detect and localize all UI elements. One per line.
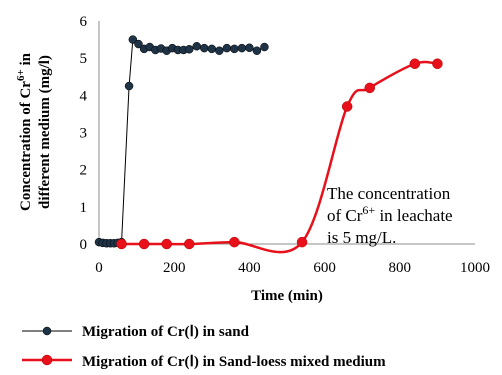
annotation: The concentration of Cr6+ in leachate is… xyxy=(327,184,453,247)
svg-text:Concentration of Cr6+ in: Concentration of Cr6+ in xyxy=(15,52,34,211)
data-point-sand xyxy=(260,42,269,52)
x-tick-label: 600 xyxy=(313,260,336,276)
ylabel-line2: different medium (mg/l) xyxy=(37,55,53,209)
y-tick-label: 3 xyxy=(80,126,88,142)
x-axis-title: Time (min) xyxy=(251,288,323,304)
data-point-sand xyxy=(134,39,143,49)
legend-marker-sand xyxy=(42,326,52,336)
series-line-sand xyxy=(98,38,265,244)
data-point-sand xyxy=(222,43,232,53)
data-point-sand xyxy=(207,44,217,54)
x-tick-label: 0 xyxy=(95,260,103,276)
y-axis-title: Concentration of Cr6+ in different mediu… xyxy=(15,52,53,211)
data-point-sand xyxy=(245,43,254,53)
legend-item-sand: Migration of Cr(Ⅰ) in sand xyxy=(22,324,250,340)
annotation-line2-sup: 6+ xyxy=(362,203,375,217)
annotation-line3: is 5 mg/L. xyxy=(327,228,396,247)
data-point-mixed xyxy=(161,238,172,250)
data-point-sand xyxy=(184,44,194,54)
x-tick-labels: 0 200 400 600 800 1000 xyxy=(95,260,490,276)
y-tick-label: 1 xyxy=(80,200,88,216)
data-point-sand xyxy=(192,42,202,51)
y-tick-label: 0 xyxy=(80,237,88,253)
x-tick-label: 800 xyxy=(389,260,412,276)
data-point-sand xyxy=(252,46,262,55)
data-point-mixed xyxy=(138,238,150,250)
y-tick-label: 2 xyxy=(80,163,88,179)
legend-item-mixed: Migration of Cr(Ⅰ) in Sand-loess mixed m… xyxy=(22,354,386,370)
data-point-mixed xyxy=(229,236,240,248)
x-tick-label: 200 xyxy=(163,260,186,276)
x-tick-label: 400 xyxy=(238,260,261,276)
data-point-sand xyxy=(124,81,134,91)
data-point-sand xyxy=(215,46,224,55)
data-point-mixed xyxy=(296,236,308,248)
legend: Migration of Cr(Ⅰ) in sand Migration of … xyxy=(22,324,386,370)
data-point-mixed xyxy=(116,238,127,250)
series-points xyxy=(94,35,443,250)
legend-label-sand: Migration of Cr(Ⅰ) in sand xyxy=(82,324,250,340)
data-point-sand xyxy=(200,43,209,53)
ylabel-line1: Concentration of Cr xyxy=(18,81,34,211)
y-tick-label: 4 xyxy=(80,88,88,104)
legend-marker-mixed xyxy=(41,354,53,366)
data-point-mixed xyxy=(409,58,421,69)
data-point-mixed xyxy=(183,238,195,250)
y-tick-label: 5 xyxy=(80,51,88,67)
y-tick-label: 6 xyxy=(80,14,88,30)
data-point-sand xyxy=(128,35,138,44)
data-point-mixed xyxy=(432,58,443,69)
series-line-mixed xyxy=(121,60,438,254)
ylabel-line1-end: in xyxy=(18,52,34,69)
annotation-line2-pre: of Cr xyxy=(327,206,363,225)
x-tick-label: 1000 xyxy=(460,260,490,276)
data-point-sand xyxy=(230,44,239,54)
ylabel-sup: 6+ xyxy=(15,69,27,81)
y-tick-labels: 0 1 2 3 4 5 6 xyxy=(80,14,88,253)
data-point-mixed xyxy=(341,101,353,112)
data-point-mixed xyxy=(364,82,375,94)
annotation-line2: of Cr6+ in leachate xyxy=(327,203,453,225)
annotation-line2-post: in leachate xyxy=(375,206,452,225)
data-point-sand xyxy=(237,43,247,53)
annotation-line1: The concentration xyxy=(327,184,451,203)
legend-label-mixed: Migration of Cr(Ⅰ) in Sand-loess mixed m… xyxy=(82,354,386,370)
